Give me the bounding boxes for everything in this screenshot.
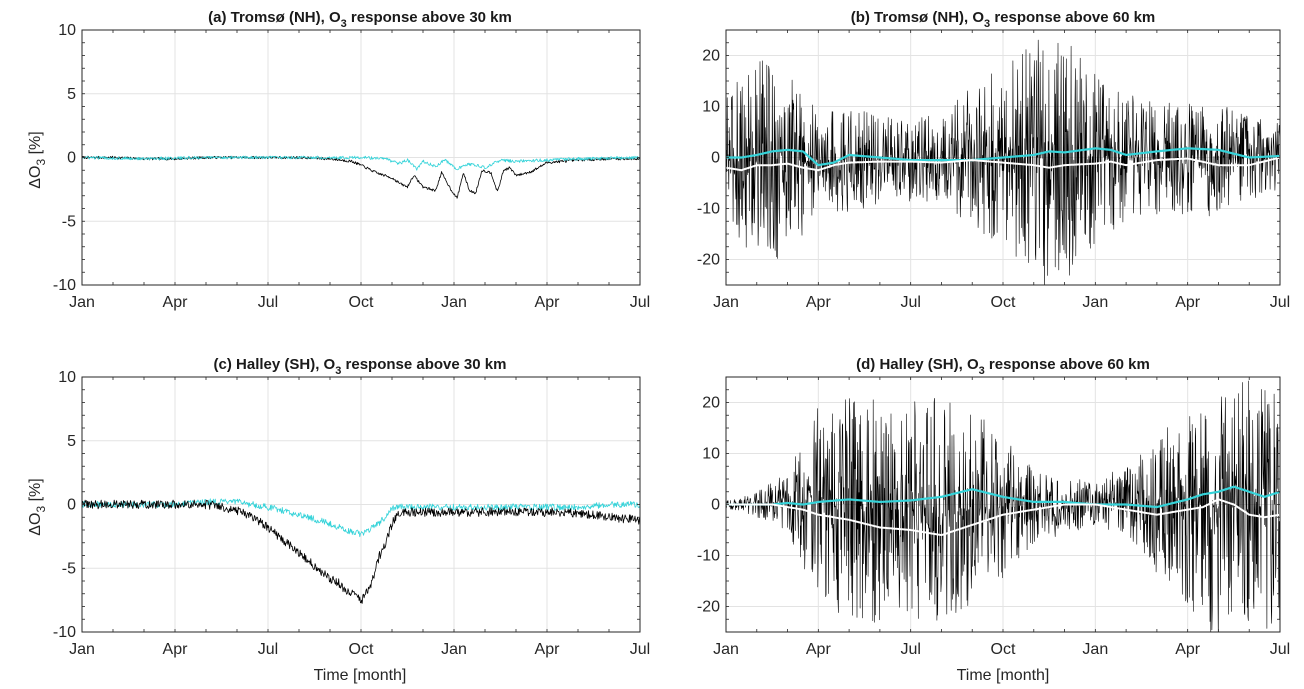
y-tick-label: -20 bbox=[697, 599, 720, 616]
x-tick-label: Jul bbox=[630, 641, 650, 658]
plot-area-d: Jan Apr Jul Oct Jan Apr Jul -20 -10 0 10 20 bbox=[697, 376, 1290, 658]
x-tick-label: Jan bbox=[1082, 641, 1108, 658]
x-tick-label: Jan bbox=[441, 294, 467, 311]
panel-b-title: (b) Tromsø (NH), O3 response above 60 km bbox=[851, 9, 1156, 30]
y-tick-label: 10 bbox=[702, 446, 720, 463]
y-tick-label: -10 bbox=[697, 548, 720, 565]
y-tick-label: 20 bbox=[702, 48, 720, 65]
y-tick-label: -20 bbox=[697, 252, 720, 269]
y-tick-label: 0 bbox=[711, 150, 720, 167]
x-tick-label: Jul bbox=[630, 294, 650, 311]
plot-area-a: Jan Apr Jul Oct Jan Apr Jul -10 -5 0 5 10 bbox=[53, 22, 650, 311]
plot-area-c: Jan Apr Jul Oct Jan Apr Jul -10 -5 0 5 10 bbox=[53, 369, 650, 658]
panel-a: (a) Tromsø (NH), O3 response above 30 km… bbox=[53, 9, 650, 311]
x-tick-label: Oct bbox=[349, 294, 374, 311]
x-tick-label: Apr bbox=[806, 641, 832, 658]
y-tick-label: 10 bbox=[58, 369, 76, 386]
x-tick-label: Jul bbox=[258, 641, 278, 658]
y-tick-label: 5 bbox=[67, 86, 76, 103]
panel-c: (c) Halley (SH), O3 response above 30 km… bbox=[53, 356, 650, 658]
x-tick-label: Apr bbox=[535, 294, 561, 311]
panel-d-title: (d) Halley (SH), O3 response above 60 km bbox=[856, 356, 1150, 377]
series-line-white bbox=[726, 498, 1280, 537]
x-tick-label: Apr bbox=[535, 641, 561, 658]
x-tick-label: Oct bbox=[349, 641, 374, 658]
y-axis-label-a: ΔO3 [%] bbox=[27, 131, 48, 188]
series-line-black bbox=[726, 39, 1280, 285]
x-tick-label: Jul bbox=[900, 294, 920, 311]
panel-d: (d) Halley (SH), O3 response above 60 km… bbox=[697, 356, 1290, 658]
series-line-cyan bbox=[82, 155, 640, 171]
x-tick-label: Jul bbox=[258, 294, 278, 311]
y-tick-label: -5 bbox=[62, 560, 76, 577]
x-axis-label-c: Time [month] bbox=[314, 667, 407, 684]
series-line-white bbox=[726, 156, 1280, 172]
y-tick-label: -10 bbox=[53, 624, 76, 641]
y-tick-label: 5 bbox=[67, 433, 76, 450]
y-tick-label: 10 bbox=[58, 22, 76, 39]
x-tick-label: Oct bbox=[991, 641, 1016, 658]
x-tick-label: Jul bbox=[1270, 294, 1290, 311]
series-line-cyan bbox=[726, 485, 1280, 509]
series-line-black bbox=[726, 380, 1280, 632]
x-tick-label: Apr bbox=[163, 641, 189, 658]
y-tick-label: 0 bbox=[67, 150, 76, 167]
x-tick-label: Apr bbox=[163, 294, 189, 311]
x-tick-label: Jan bbox=[713, 641, 739, 658]
y-tick-label: 10 bbox=[702, 99, 720, 116]
series-line-cyan bbox=[726, 147, 1280, 167]
y-tick-label: 20 bbox=[702, 395, 720, 412]
series-line-black bbox=[82, 499, 640, 604]
x-tick-label: Jan bbox=[441, 641, 467, 658]
y-axis-label-c: ΔO3 [%] bbox=[27, 478, 48, 535]
y-tick-label: -10 bbox=[53, 277, 76, 294]
panel-c-title: (c) Halley (SH), O3 response above 30 km bbox=[214, 356, 507, 377]
x-tick-label: Apr bbox=[1175, 641, 1201, 658]
y-tick-label: 0 bbox=[67, 497, 76, 514]
x-tick-label: Jul bbox=[900, 641, 920, 658]
x-tick-label: Apr bbox=[1175, 294, 1201, 311]
x-tick-label: Jan bbox=[69, 641, 95, 658]
x-tick-label: Jan bbox=[713, 294, 739, 311]
x-tick-label: Jan bbox=[1082, 294, 1108, 311]
x-axis-label-d: Time [month] bbox=[957, 667, 1050, 684]
panel-a-title: (a) Tromsø (NH), O3 response above 30 km bbox=[208, 9, 512, 30]
panel-b: (b) Tromsø (NH), O3 response above 60 km… bbox=[697, 9, 1290, 311]
series-line-black bbox=[82, 155, 640, 199]
x-tick-label: Jan bbox=[69, 294, 95, 311]
y-tick-label: -5 bbox=[62, 213, 76, 230]
y-tick-label: -10 bbox=[697, 201, 720, 218]
y-tick-label: 0 bbox=[711, 497, 720, 514]
x-tick-label: Oct bbox=[991, 294, 1016, 311]
x-tick-label: Apr bbox=[806, 294, 832, 311]
plot-area-b: Jan Apr Jul Oct Jan Apr Jul -20 -10 0 10 20 bbox=[697, 29, 1290, 311]
x-tick-label: Jul bbox=[1270, 641, 1290, 658]
